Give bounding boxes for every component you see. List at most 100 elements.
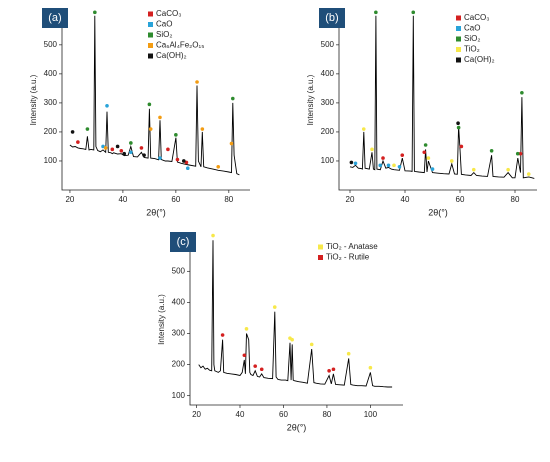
- peak-marker: [253, 364, 258, 368]
- peak-marker: [142, 153, 146, 157]
- peak-marker: [349, 160, 354, 165]
- peak-marker: [397, 164, 402, 169]
- legend-label: SiO₂: [464, 34, 480, 43]
- x-tick-label: 60: [456, 195, 465, 204]
- x-tick-label: 60: [279, 410, 288, 419]
- y-tick-label: 200: [321, 127, 335, 136]
- chart-panel: 10020030040050060020406080Intensity (a.u…: [306, 8, 537, 217]
- legend-label: TiO₂: [464, 45, 480, 54]
- peak-marker: [70, 130, 75, 134]
- peak-marker: [184, 160, 189, 165]
- panel-label: (a): [48, 12, 61, 24]
- peak-marker: [129, 150, 133, 155]
- peak-marker: [139, 146, 144, 150]
- peak-marker: [471, 167, 476, 172]
- peak-marker: [200, 127, 205, 131]
- y-tick-label: 200: [172, 360, 186, 369]
- x-tick-label: 100: [364, 410, 378, 419]
- y-tick-label: 300: [321, 98, 335, 107]
- legend-marker: [148, 11, 153, 17]
- peak-marker: [374, 10, 378, 15]
- x-tick-label: 60: [171, 195, 180, 204]
- chart-panel: 10020030040050060020406080100Intensity (…: [157, 232, 403, 432]
- peak-marker: [195, 80, 199, 84]
- peak-marker: [148, 127, 153, 131]
- y-tick-label: 400: [44, 69, 58, 78]
- x-tick-label: 40: [118, 195, 127, 204]
- peak-marker: [105, 104, 109, 108]
- legend-label: TiO₂ - Anatase: [326, 242, 378, 251]
- y-axis-label: Intensity (a.u.): [29, 74, 38, 125]
- peak-marker: [381, 156, 385, 160]
- legend-label: CaCO₃: [156, 9, 181, 18]
- peak-marker: [220, 333, 225, 337]
- x-axis-label: 2θ(°): [287, 422, 307, 432]
- xrd-trace: [198, 240, 393, 388]
- legend-label: CaO: [464, 24, 480, 33]
- legend-marker: [456, 15, 461, 21]
- y-axis-label: Intensity (a.u.): [306, 74, 315, 125]
- x-tick-label: 20: [65, 195, 74, 204]
- peak-marker: [93, 10, 97, 15]
- xrd-trace: [69, 15, 240, 176]
- peak-marker: [386, 163, 391, 168]
- y-tick-label: 500: [44, 40, 58, 49]
- legend-marker: [148, 22, 153, 27]
- peak-marker: [182, 159, 186, 163]
- panel-label-box: [170, 232, 196, 252]
- peak-marker: [515, 151, 520, 156]
- panel-label: (c): [177, 236, 190, 248]
- peak-marker: [309, 342, 314, 347]
- x-tick-label: 80: [322, 410, 331, 419]
- peak-marker: [216, 164, 221, 169]
- peak-marker: [506, 167, 510, 172]
- axes: [338, 10, 537, 191]
- y-tick-label: 500: [172, 266, 186, 275]
- y-tick-label: 500: [321, 40, 335, 49]
- peak-marker: [76, 140, 80, 144]
- peak-marker: [368, 365, 373, 370]
- peak-marker: [411, 10, 416, 15]
- peak-marker: [392, 163, 396, 168]
- peak-marker: [422, 150, 427, 155]
- peak-marker: [426, 156, 431, 160]
- panel-label: (b): [325, 12, 338, 24]
- legend-marker: [456, 36, 461, 42]
- y-tick-label: 300: [172, 329, 186, 338]
- legend-label: Ca₆Al₄Fe₂O₁₅: [156, 41, 204, 50]
- peak-marker: [166, 147, 170, 152]
- x-axis-label: 2θ(°): [428, 207, 448, 217]
- peak-marker: [129, 141, 133, 145]
- y-tick-label: 300: [44, 98, 58, 107]
- y-tick-label: 100: [172, 391, 186, 400]
- peak-marker: [459, 144, 464, 149]
- x-tick-label: 80: [224, 195, 233, 204]
- peak-marker: [229, 141, 234, 146]
- legend-marker: [456, 26, 461, 31]
- x-tick-label: 80: [511, 195, 520, 204]
- legend-label: Ca(OH)₂: [464, 55, 495, 64]
- peak-marker: [272, 305, 277, 309]
- xrd-trace: [349, 15, 535, 179]
- x-tick-label: 20: [346, 195, 355, 204]
- peak-marker: [110, 147, 115, 152]
- peak-marker: [103, 146, 108, 150]
- peak-marker: [242, 353, 247, 358]
- y-tick-label: 400: [321, 69, 335, 78]
- peak-marker: [400, 153, 405, 157]
- peak-marker: [85, 127, 90, 131]
- chart-panel: 10020030040050060020406080Intensity (a.u…: [29, 8, 250, 217]
- legend-marker: [148, 53, 153, 59]
- legend-marker: [148, 43, 153, 48]
- peak-marker: [423, 143, 428, 147]
- peak-marker: [353, 161, 358, 166]
- legend-marker: [456, 57, 461, 63]
- panel-label-box: [319, 8, 345, 28]
- legend-label: TiO₂ - Rutile: [326, 253, 370, 262]
- x-tick-label: 40: [401, 195, 410, 204]
- peak-marker: [185, 166, 190, 171]
- axes: [189, 234, 403, 406]
- x-tick-label: 20: [192, 410, 201, 419]
- x-tick-label: 40: [236, 410, 245, 419]
